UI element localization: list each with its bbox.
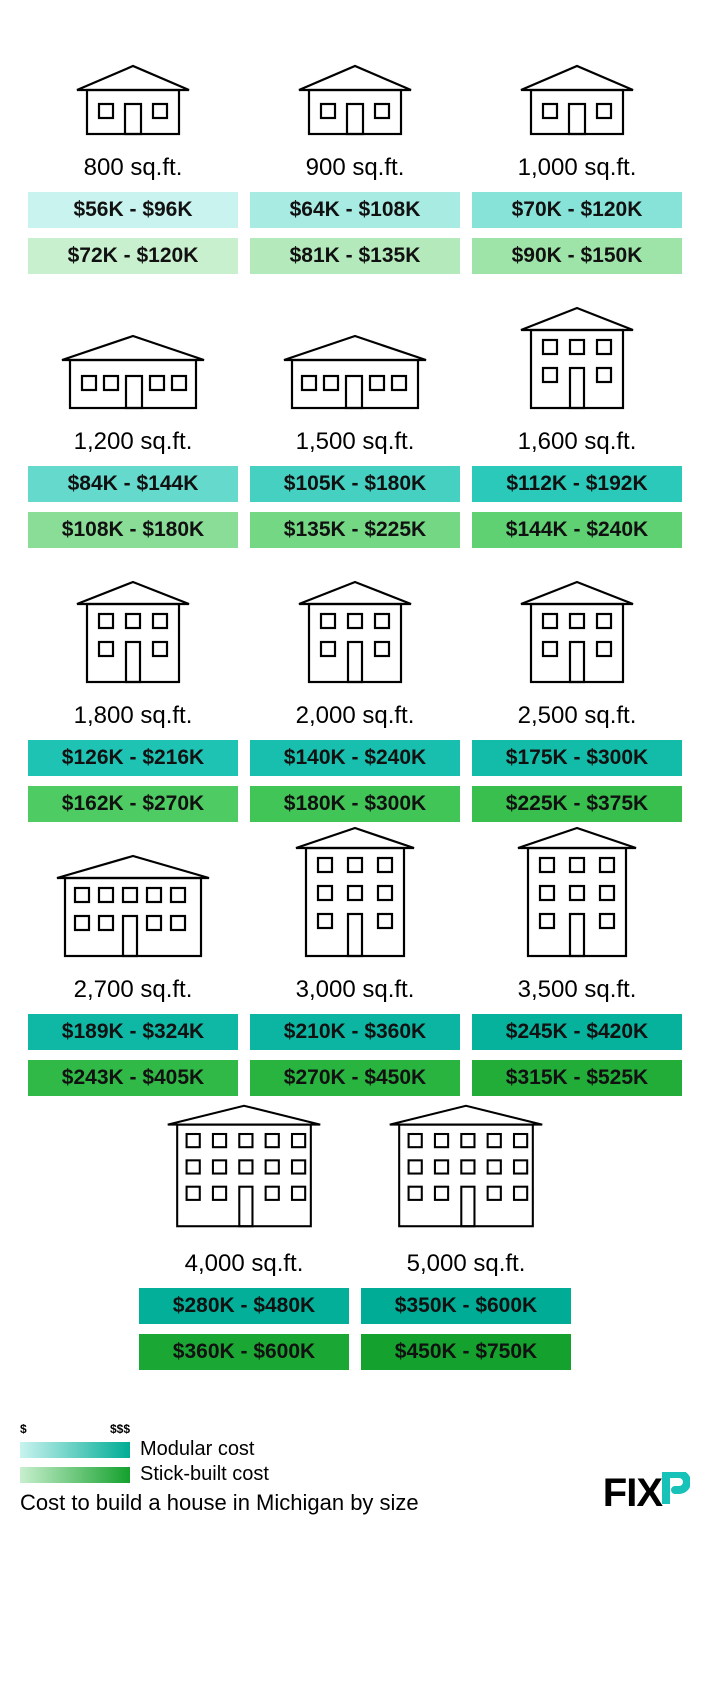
- legend-scale-low: $: [20, 1422, 27, 1436]
- sqft-label: 1,500 sq.ft.: [296, 428, 415, 456]
- house-icon: [53, 20, 213, 140]
- modular-price: $245K - $420K: [472, 1014, 682, 1050]
- house-icon: [497, 294, 657, 414]
- house-card: 2,700 sq.ft. $189K - $324K $243K - $405K: [28, 842, 238, 1106]
- modular-price: $126K - $216K: [28, 740, 238, 776]
- house-icon: [53, 294, 213, 414]
- modular-price: $189K - $324K: [28, 1014, 238, 1050]
- modular-price: $64K - $108K: [250, 192, 460, 228]
- fixr-logo: FIX: [603, 1471, 690, 1516]
- house-icon: [275, 568, 435, 688]
- house-icon: [53, 568, 213, 688]
- stick-price: $144K - $240K: [472, 512, 682, 548]
- sqft-label: 1,800 sq.ft.: [74, 702, 193, 730]
- house-card: 1,200 sq.ft. $84K - $144K $108K - $180K: [28, 294, 238, 558]
- stick-price: $243K - $405K: [28, 1060, 238, 1096]
- sqft-label: 2,700 sq.ft.: [74, 976, 193, 1004]
- sqft-label: 1,200 sq.ft.: [74, 428, 193, 456]
- sqft-label: 2,000 sq.ft.: [296, 702, 415, 730]
- footer: $ $$$ Modular cost Stick-built cost Cost…: [20, 1416, 690, 1516]
- stick-price: $72K - $120K: [28, 238, 238, 274]
- house-card: 800 sq.ft. $56K - $96K $72K - $120K: [28, 20, 238, 284]
- house-icon: [164, 1116, 324, 1236]
- house-icon: [497, 568, 657, 688]
- modular-price: $84K - $144K: [28, 466, 238, 502]
- house-card: 2,000 sq.ft. $140K - $240K $180K - $300K: [250, 568, 460, 832]
- sqft-label: 3,000 sq.ft.: [296, 976, 415, 1004]
- house-card: 1,000 sq.ft. $70K - $120K $90K - $150K: [472, 20, 682, 284]
- modular-price: $350K - $600K: [361, 1288, 571, 1324]
- sqft-label: 4,000 sq.ft.: [185, 1250, 304, 1278]
- modular-price: $140K - $240K: [250, 740, 460, 776]
- caption: Cost to build a house in Michigan by siz…: [20, 1490, 419, 1516]
- logo-r: [662, 1471, 690, 1516]
- house-icon: [53, 842, 213, 962]
- legend: $ $$$ Modular cost Stick-built cost Cost…: [20, 1422, 419, 1516]
- house-card: 1,800 sq.ft. $126K - $216K $162K - $270K: [28, 568, 238, 832]
- house-card: 2,500 sq.ft. $175K - $300K $225K - $375K: [472, 568, 682, 832]
- house-card: 4,000 sq.ft. $280K - $480K $360K - $600K: [139, 1116, 349, 1380]
- stick-price: $450K - $750K: [361, 1334, 571, 1370]
- legend-stick-gradient: [20, 1467, 130, 1483]
- modular-price: $105K - $180K: [250, 466, 460, 502]
- house-card: 3,500 sq.ft. $245K - $420K $315K - $525K: [472, 842, 682, 1106]
- house-icon: [386, 1116, 546, 1236]
- legend-scale: $ $$$: [20, 1422, 130, 1436]
- modular-price: $56K - $96K: [28, 192, 238, 228]
- stick-price: $135K - $225K: [250, 512, 460, 548]
- sqft-label: 3,500 sq.ft.: [518, 976, 637, 1004]
- stick-price: $180K - $300K: [250, 786, 460, 822]
- house-cost-grid: 800 sq.ft. $56K - $96K $72K - $120K 900 …: [20, 20, 690, 1380]
- stick-price: $108K - $180K: [28, 512, 238, 548]
- modular-price: $175K - $300K: [472, 740, 682, 776]
- stick-price: $162K - $270K: [28, 786, 238, 822]
- sqft-label: 1,600 sq.ft.: [518, 428, 637, 456]
- legend-stick-label: Stick-built cost: [140, 1463, 269, 1486]
- modular-price: $280K - $480K: [139, 1288, 349, 1324]
- house-card: 1,500 sq.ft. $105K - $180K $135K - $225K: [250, 294, 460, 558]
- house-icon: [497, 842, 657, 962]
- house-icon: [275, 294, 435, 414]
- house-card: 5,000 sq.ft. $350K - $600K $450K - $750K: [361, 1116, 571, 1380]
- modular-price: $112K - $192K: [472, 466, 682, 502]
- sqft-label: 800 sq.ft.: [84, 154, 183, 182]
- modular-price: $210K - $360K: [250, 1014, 460, 1050]
- stick-price: $81K - $135K: [250, 238, 460, 274]
- sqft-label: 1,000 sq.ft.: [518, 154, 637, 182]
- house-icon: [497, 20, 657, 140]
- house-card: 3,000 sq.ft. $210K - $360K $270K - $450K: [250, 842, 460, 1106]
- legend-modular-label: Modular cost: [140, 1438, 255, 1461]
- sqft-label: 5,000 sq.ft.: [407, 1250, 526, 1278]
- modular-price: $70K - $120K: [472, 192, 682, 228]
- stick-price: $315K - $525K: [472, 1060, 682, 1096]
- sqft-label: 2,500 sq.ft.: [518, 702, 637, 730]
- house-icon: [275, 842, 435, 962]
- logo-text: FIX: [603, 1471, 662, 1515]
- stick-price: $90K - $150K: [472, 238, 682, 274]
- house-icon: [275, 20, 435, 140]
- stick-price: $225K - $375K: [472, 786, 682, 822]
- stick-price: $270K - $450K: [250, 1060, 460, 1096]
- legend-modular-gradient: [20, 1442, 130, 1458]
- house-card: 900 sq.ft. $64K - $108K $81K - $135K: [250, 20, 460, 284]
- stick-price: $360K - $600K: [139, 1334, 349, 1370]
- sqft-label: 900 sq.ft.: [306, 154, 405, 182]
- legend-row-modular: Modular cost: [20, 1438, 419, 1461]
- legend-row-stick: Stick-built cost: [20, 1463, 419, 1486]
- legend-scale-high: $$$: [110, 1422, 130, 1436]
- house-card: 1,600 sq.ft. $112K - $192K $144K - $240K: [472, 294, 682, 558]
